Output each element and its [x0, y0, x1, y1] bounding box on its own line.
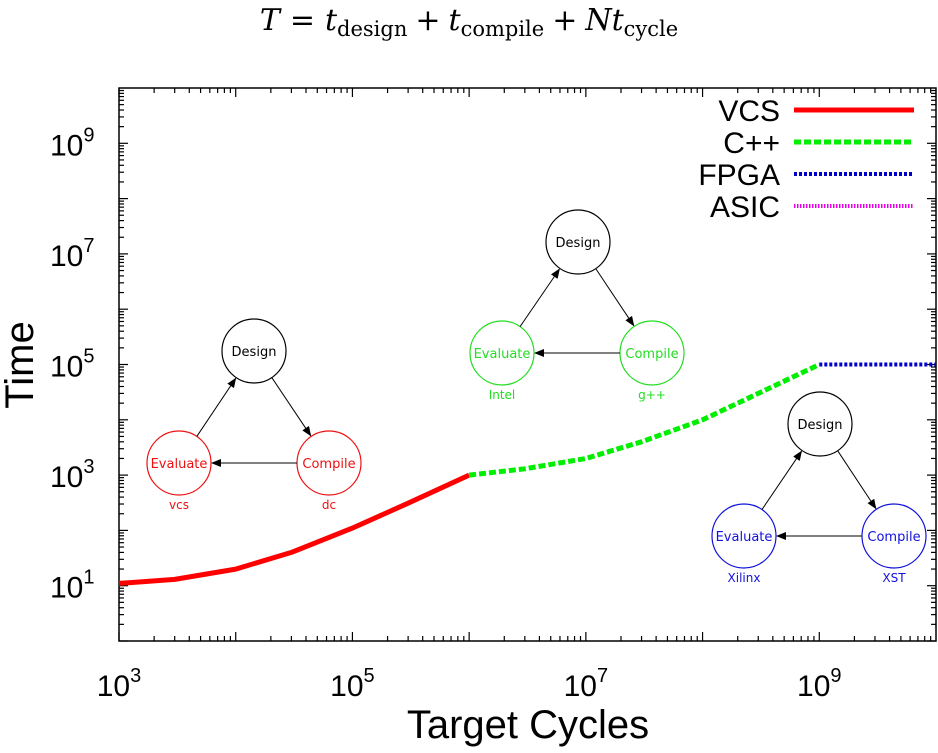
x-tick-label: 109 — [797, 665, 842, 703]
vcs-flow: Design Evaluate Compile vcs dc — [146, 318, 362, 512]
title-plus2: + — [552, 3, 577, 38]
x-tick-label: 103 — [97, 665, 142, 703]
flow-arrow — [595, 268, 635, 327]
title-t3: t — [612, 3, 625, 38]
title-eq: = — [290, 3, 315, 38]
title-sub-compile: compile — [461, 17, 545, 41]
series-line-vcs — [118, 472, 471, 586]
title-plus1: + — [415, 3, 440, 38]
flow-node-design — [221, 318, 287, 384]
flow-arrow — [519, 268, 560, 327]
legend-label: ASIC — [710, 191, 780, 224]
chart-title: T = tdesign + tcompile + Ntcycle — [260, 3, 678, 41]
y-tick-label: 105 — [50, 346, 95, 384]
title-sub-cycle: cycle — [624, 17, 679, 41]
flow-node-label-compile: Compile — [302, 457, 355, 472]
title-N: N — [584, 3, 613, 38]
flow-tool-label-compile: dc — [322, 498, 336, 512]
flow-node-design — [787, 391, 853, 457]
y-tick-label: 103 — [50, 456, 95, 494]
flow-arrow — [837, 450, 877, 510]
flow-tool-label-evaluate: vcs — [169, 498, 189, 512]
y-axis-label: Time — [0, 321, 42, 408]
x-tick-label: 105 — [330, 665, 375, 703]
flow-node-label-evaluate: Evaluate — [151, 457, 208, 472]
flow-tool-label-compile: XST — [882, 571, 906, 585]
flow-arrow — [761, 450, 803, 510]
x-axis-ticks: 103 105 107 109 — [97, 88, 932, 703]
y-tick-label: 109 — [50, 124, 95, 162]
title-T: T — [260, 3, 282, 38]
flow-tool-label-evaluate: Xilinx — [728, 571, 761, 585]
legend-label: VCS — [718, 95, 780, 128]
title-t1: t — [325, 3, 338, 38]
flow-node-label-compile: Compile — [625, 347, 678, 362]
flow-node-label-design: Design — [798, 418, 843, 433]
y-tick-label: 101 — [50, 567, 95, 605]
cpp-flow: Design Evaluate Compile Intel g++ — [469, 209, 685, 402]
title-t2: t — [449, 3, 462, 38]
flow-node-label-evaluate: Evaluate — [716, 530, 773, 545]
flow-node-label-compile: Compile — [867, 530, 920, 545]
legend-label: C++ — [723, 127, 780, 160]
flow-node-label-design: Design — [556, 236, 601, 251]
flow-annotations: Design Evaluate Compile vcs dc Design Evaluate… — [146, 209, 927, 585]
flow-arrow — [271, 377, 312, 437]
fpga-flow: Design Evaluate Compile Xilinx XST — [711, 391, 927, 585]
flow-node-label-evaluate: Evaluate — [474, 347, 531, 362]
x-tick-label: 107 — [564, 665, 609, 703]
y-axis-ticks: 101 103 105 107 109 — [50, 89, 936, 642]
flow-tool-label-compile: g++ — [638, 388, 666, 402]
flow-node-design — [545, 209, 611, 275]
series-layer — [118, 362, 936, 586]
title-sub-design: design — [337, 17, 407, 41]
legend-label: FPGA — [698, 159, 780, 192]
flow-tool-label-evaluate: Intel — [489, 388, 516, 402]
series-line-c — [468, 362, 821, 478]
x-axis-label: Target Cycles — [407, 703, 649, 747]
y-tick-label: 107 — [50, 235, 95, 273]
flow-arrow — [196, 377, 237, 437]
flow-node-label-design: Design — [232, 345, 277, 360]
